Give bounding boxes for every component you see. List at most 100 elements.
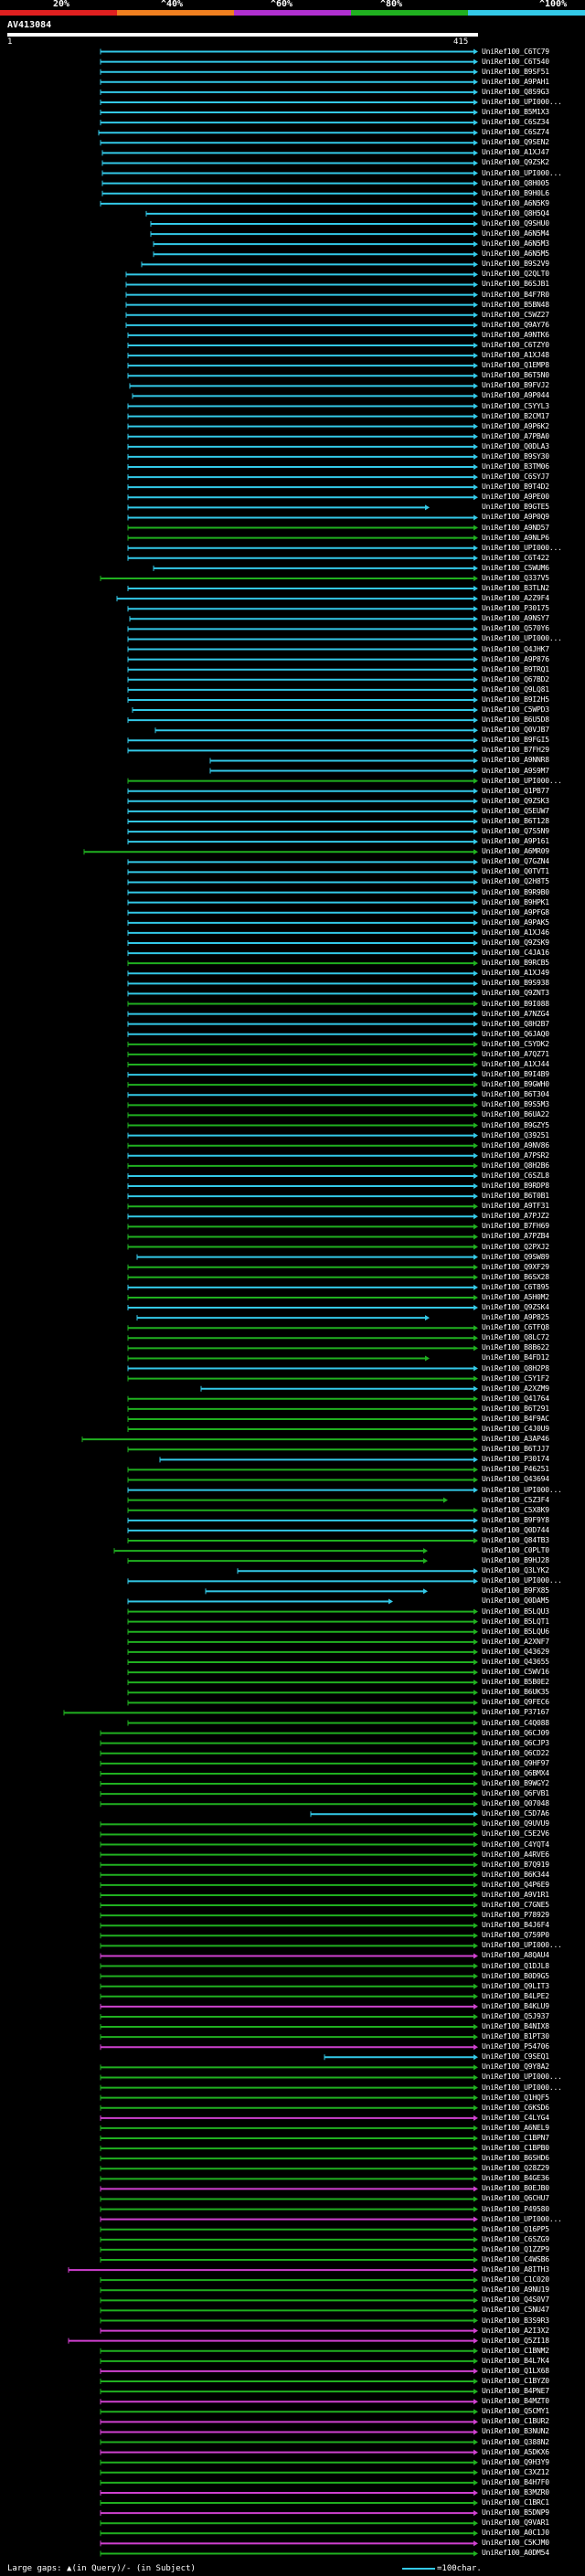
hit-label[interactable]: UniRef100_C4Q088 [482, 1718, 549, 1727]
hit-label[interactable]: UniRef100_P46251 [482, 1465, 549, 1474]
hit-label[interactable]: UniRef100_Q2PXJ2 [482, 1242, 549, 1251]
hit-label[interactable]: UniRef100_A9TF31 [482, 1202, 549, 1211]
hit-label[interactable]: UniRef100_Q9LIT3 [482, 1981, 549, 1990]
hit-label[interactable]: UniRef100_B4J6F4 [482, 1921, 549, 1930]
hit-label[interactable]: UniRef100_Q07048 [482, 1799, 549, 1808]
hit-label[interactable]: UniRef100_A0DM54 [482, 2549, 549, 2558]
hit-label[interactable]: UniRef100_A9NNR8 [482, 756, 549, 765]
hit-label[interactable]: UniRef100_A9V1R1 [482, 1890, 549, 1899]
hit-label[interactable]: UniRef100_B7Q919 [482, 1860, 549, 1869]
hit-label[interactable]: UniRef100_C1BPB0 [482, 2144, 549, 2153]
hit-label[interactable]: UniRef100_Q41764 [482, 1394, 549, 1403]
hit-label[interactable]: UniRef100_C1BYZ0 [482, 2377, 549, 2386]
hit-label[interactable]: UniRef100_B4F7R0 [482, 290, 549, 299]
hit-label[interactable]: UniRef100_Q7GZN4 [482, 857, 549, 866]
hit-label[interactable]: UniRef100_A4RVE6 [482, 1850, 549, 1859]
hit-label[interactable]: UniRef100_C5Y1F2 [482, 1373, 549, 1383]
hit-label[interactable]: UniRef100_B5BN48 [482, 300, 549, 309]
hit-label[interactable]: UniRef100_A7NZG4 [482, 1009, 549, 1018]
hit-label[interactable]: UniRef100_C5WUM6 [482, 563, 549, 572]
hit-label[interactable]: UniRef100_B9HJ28 [482, 1556, 549, 1565]
hit-label[interactable]: UniRef100_Q9ZSK9 [482, 938, 549, 947]
hit-label[interactable]: UniRef100_A2XZM9 [482, 1383, 549, 1393]
hit-label[interactable]: UniRef100_A7PZB4 [482, 1232, 549, 1241]
hit-label[interactable]: UniRef100_Q2H8T5 [482, 877, 549, 886]
hit-label[interactable]: UniRef100_A7PJZ2 [482, 1212, 549, 1221]
hit-label[interactable]: UniRef100_C9SEQ1 [482, 2052, 549, 2062]
hit-label[interactable]: UniRef100_Q8H2B7 [482, 1019, 549, 1028]
hit-label[interactable]: UniRef100_B6T0B1 [482, 1192, 549, 1201]
hit-label[interactable]: UniRef100_B4GE36 [482, 2174, 549, 2183]
hit-label[interactable]: UniRef100_B6T291 [482, 1404, 549, 1413]
hit-label[interactable]: UniRef100_B5B0E2 [482, 1678, 549, 1687]
hit-label[interactable]: UniRef100_B6UA22 [482, 1110, 549, 1119]
hit-label[interactable]: UniRef100_A9NSY7 [482, 614, 549, 623]
hit-label[interactable]: UniRef100_P49580 [482, 2204, 549, 2213]
hit-label[interactable]: UniRef100_C1C020 [482, 2275, 549, 2284]
hit-label[interactable]: UniRef100_Q4S0V7 [482, 2295, 549, 2305]
hit-label[interactable]: UniRef100_Q5J937 [482, 2011, 549, 2020]
hit-label[interactable]: UniRef100_A1XJ47 [482, 148, 549, 157]
hit-label[interactable]: UniRef100_Q9LQ81 [482, 684, 549, 694]
hit-label[interactable]: UniRef100_B4LPE2 [482, 1991, 549, 2000]
hit-label[interactable]: UniRef100_Q1EMP8 [482, 361, 549, 370]
hit-label[interactable]: UniRef100_A1XJ46 [482, 928, 549, 937]
hit-label[interactable]: UniRef100_B6TJJ7 [482, 1445, 549, 1454]
hit-label[interactable]: UniRef100_C4JA16 [482, 949, 549, 958]
hit-label[interactable]: UniRef100_A9NU19 [482, 2285, 549, 2295]
hit-label[interactable]: UniRef100_B4L7K4 [482, 2356, 549, 2365]
hit-label[interactable]: UniRef100_A9PAH1 [482, 77, 549, 86]
hit-label[interactable]: UniRef100_C6TFQ8 [482, 1323, 549, 1332]
hit-label[interactable]: UniRef100_C4YQT4 [482, 1839, 549, 1849]
hit-label[interactable]: UniRef100_C6TC79 [482, 47, 549, 56]
hit-label[interactable]: UniRef100_Q1DJL8 [482, 1961, 549, 1970]
hit-label[interactable]: UniRef100_A6N5M3 [482, 239, 549, 249]
hit-label[interactable]: UniRef100_B9FVJ2 [482, 381, 549, 390]
hit-label[interactable]: UniRef100_A9P161 [482, 837, 549, 846]
hit-label[interactable]: UniRef100_Q9AY76 [482, 320, 549, 329]
hit-label[interactable]: UniRef100_Q9SHU0 [482, 218, 549, 228]
hit-label[interactable]: UniRef100_Q9VAR1 [482, 2518, 549, 2528]
hit-label[interactable]: UniRef100_C1BPN7 [482, 2133, 549, 2142]
hit-label[interactable]: UniRef100_Q9SW89 [482, 1252, 549, 1261]
hit-label[interactable]: UniRef100_B4PNE7 [482, 2387, 549, 2396]
hit-label[interactable]: UniRef100_C5Z3F4 [482, 1495, 549, 1504]
hit-label[interactable]: UniRef100_B9GZY5 [482, 1120, 549, 1129]
hit-label[interactable]: UniRef100_A1XJ49 [482, 969, 549, 978]
hit-label[interactable]: UniRef100_Q0TVT1 [482, 867, 549, 876]
hit-label[interactable]: UniRef100_B9S938 [482, 979, 549, 988]
hit-label[interactable]: UniRef100_Q388N2 [482, 2437, 549, 2446]
hit-label[interactable]: UniRef100_B6T128 [482, 816, 549, 825]
hit-label[interactable]: UniRef100_B9WGY2 [482, 1779, 549, 1788]
hit-label[interactable]: UniRef100_C5NU47 [482, 2306, 549, 2315]
hit-label[interactable]: UniRef100_C5WZ27 [482, 310, 549, 319]
hit-label[interactable]: UniRef100_UPI000... [482, 1576, 562, 1585]
hit-label[interactable]: UniRef100_B4F9AC [482, 1414, 549, 1423]
hit-label[interactable]: UniRef100_B9RDP8 [482, 1182, 549, 1191]
hit-label[interactable]: UniRef100_C6SZ34 [482, 118, 549, 127]
hit-label[interactable]: UniRef100_Q4P6E9 [482, 1880, 549, 1889]
hit-label[interactable]: UniRef100_UPI000... [482, 543, 562, 552]
hit-label[interactable]: UniRef100_B5LQU3 [482, 1606, 549, 1616]
hit-label[interactable]: UniRef100_B7FH29 [482, 746, 549, 755]
hit-label[interactable]: UniRef100_A5DKX6 [482, 2447, 549, 2456]
hit-label[interactable]: UniRef100_Q759P0 [482, 1931, 549, 1940]
hit-label[interactable]: UniRef100_A5H0M2 [482, 1292, 549, 1301]
hit-label[interactable]: UniRef100_B9I4B9 [482, 1070, 549, 1079]
hit-label[interactable]: UniRef100_B2CM17 [482, 411, 549, 420]
hit-label[interactable]: UniRef100_Q337V5 [482, 573, 549, 582]
hit-label[interactable]: UniRef100_B0D9G5 [482, 1971, 549, 1980]
hit-label[interactable]: UniRef100_Q43694 [482, 1475, 549, 1484]
hit-label[interactable]: UniRef100_Q8H5Q4 [482, 208, 549, 217]
hit-label[interactable]: UniRef100_B9TRQ1 [482, 664, 549, 673]
hit-label[interactable]: UniRef100_C5YYL3 [482, 401, 549, 410]
hit-label[interactable]: UniRef100_B6K344 [482, 1870, 549, 1879]
hit-label[interactable]: UniRef100_A2I3X2 [482, 2326, 549, 2335]
hit-label[interactable]: UniRef100_A6N5M5 [482, 249, 549, 259]
hit-label[interactable]: UniRef100_A7PBA0 [482, 431, 549, 440]
hit-label[interactable]: UniRef100_Q9XF29 [482, 1262, 549, 1271]
hit-label[interactable]: UniRef100_B9FX85 [482, 1586, 549, 1595]
hit-label[interactable]: UniRef100_Q9ZSK4 [482, 1303, 549, 1312]
hit-label[interactable]: UniRef100_P54706 [482, 2042, 549, 2051]
hit-label[interactable]: UniRef100_C1BNM2 [482, 2346, 549, 2355]
